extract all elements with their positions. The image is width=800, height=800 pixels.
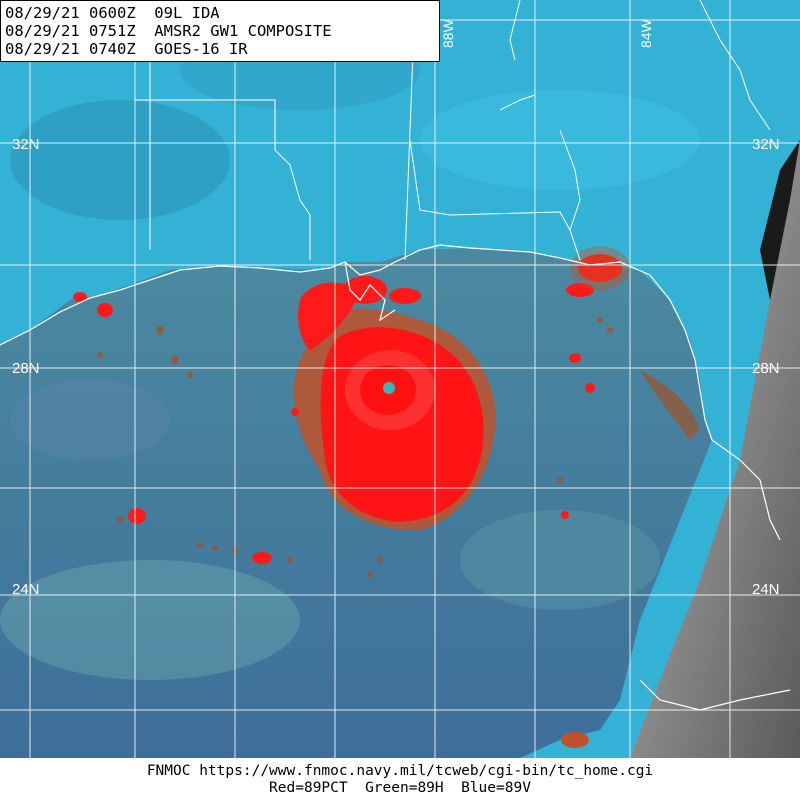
lat-label-24n-left: 24N xyxy=(12,581,40,598)
header-line-fix-time: 08/29/21 0600Z 09L IDA xyxy=(5,4,220,22)
land-texture xyxy=(420,90,700,190)
lat-label-24n-right: 24N xyxy=(752,581,780,598)
image-credit-footer: FNMOC https://www.fnmoc.navy.mil/tcweb/c… xyxy=(0,758,800,800)
lon-label-88w: 88W xyxy=(440,19,456,48)
map-canvas xyxy=(0,0,800,758)
hurricane-eye xyxy=(383,382,395,394)
land-texture xyxy=(10,100,230,220)
footer-channel-legend: Red=89PCT Green=89H Blue=89V xyxy=(269,780,531,796)
lon-label-84w: 84W xyxy=(638,19,654,48)
satellite-map: 32N 32N 28N 28N 24N 24N 88W 84W xyxy=(0,0,800,758)
lat-label-28n-right: 28N xyxy=(752,360,780,377)
state-borders xyxy=(135,0,771,261)
footer-source-url: FNMOC https://www.fnmoc.navy.mil/tcweb/c… xyxy=(146,763,654,779)
header-line-ir: 08/29/21 0740Z GOES-16 IR xyxy=(5,40,248,58)
lat-label-32n-left: 32N xyxy=(12,136,40,153)
lat-label-32n-right: 32N xyxy=(752,136,780,153)
hurricane-convection xyxy=(73,246,700,748)
image-info-header: 08/29/21 0600Z 09L IDA 08/29/21 0751Z AM… xyxy=(0,0,440,62)
ocean-texture xyxy=(10,380,170,460)
lat-label-28n-left: 28N xyxy=(12,360,40,377)
ocean-texture xyxy=(0,560,300,680)
goes-ir-swath xyxy=(630,140,800,758)
ocean-texture xyxy=(460,510,660,610)
ir-dark-edge xyxy=(760,140,800,300)
header-line-microwave: 08/29/21 0751Z AMSR2 GW1 COMPOSITE xyxy=(5,22,332,40)
